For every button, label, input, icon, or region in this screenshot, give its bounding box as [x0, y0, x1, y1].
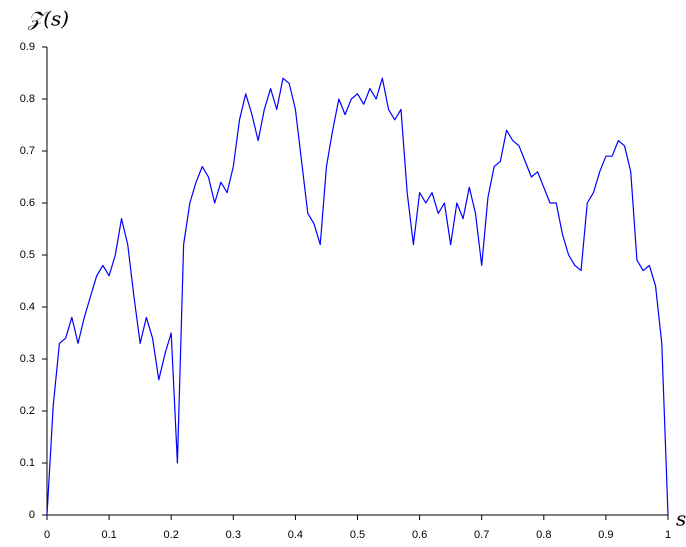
x-tick-label: 1 [665, 529, 671, 541]
x-tick-label: 0.1 [101, 529, 116, 541]
y-tick-label: 0.3 [20, 353, 35, 365]
y-tick-label: 0.2 [20, 405, 35, 417]
x-tick-label: 0.2 [164, 529, 179, 541]
y-tick-label: 0.6 [20, 197, 35, 209]
y-axis-label: 𝒵(s) [27, 7, 69, 31]
y-tick-label: 0.4 [20, 301, 35, 313]
x-tick-label: 0.3 [226, 529, 241, 541]
y-tick-label: 0.1 [20, 457, 35, 469]
x-axis-label: s [676, 507, 686, 531]
x-tick-label: 0.8 [536, 529, 551, 541]
x-tick-label: 0.4 [288, 529, 303, 541]
x-tick-label: 0.6 [412, 529, 427, 541]
x-tick-label: 0.5 [350, 529, 365, 541]
y-tick-label: 0.7 [20, 145, 35, 157]
y-tick-label: 0.8 [20, 93, 35, 105]
y-tick-label: 0.9 [20, 41, 35, 53]
data-line [46, 77, 669, 516]
y-tick-label: 0 [29, 509, 35, 521]
x-tick-label: 0.9 [598, 529, 613, 541]
x-tick-label: 0 [44, 529, 50, 541]
y-tick-label: 0.5 [20, 249, 35, 261]
x-tick-label: 0.7 [474, 529, 489, 541]
